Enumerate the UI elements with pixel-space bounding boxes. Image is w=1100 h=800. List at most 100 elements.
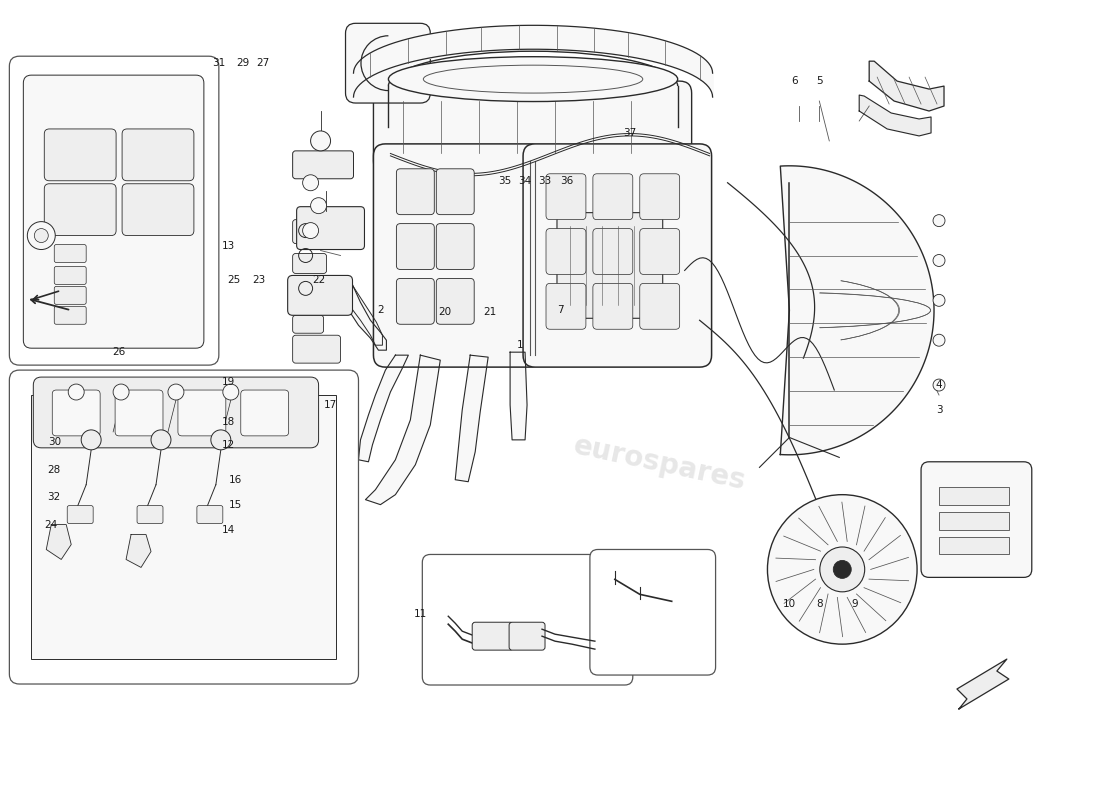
Text: 10: 10 (783, 599, 796, 610)
Polygon shape (957, 659, 1009, 709)
Text: 27: 27 (256, 58, 270, 68)
Circle shape (933, 214, 945, 226)
Text: 37: 37 (624, 128, 637, 138)
Polygon shape (510, 352, 527, 440)
Text: 11: 11 (414, 610, 427, 619)
Circle shape (168, 384, 184, 400)
Text: 30: 30 (47, 437, 60, 447)
Text: 8: 8 (816, 599, 823, 610)
Text: 5: 5 (816, 76, 823, 86)
FancyBboxPatch shape (437, 169, 474, 214)
Text: 20: 20 (439, 307, 452, 318)
Polygon shape (126, 534, 151, 567)
Circle shape (151, 430, 170, 450)
FancyBboxPatch shape (524, 144, 712, 367)
Text: 17: 17 (323, 400, 338, 410)
FancyBboxPatch shape (396, 169, 435, 214)
FancyBboxPatch shape (241, 390, 288, 436)
FancyBboxPatch shape (546, 283, 586, 330)
Circle shape (113, 384, 129, 400)
Circle shape (34, 229, 48, 242)
Text: 13: 13 (222, 241, 235, 250)
Bar (939, 537, 1009, 554)
Ellipse shape (388, 57, 678, 102)
Text: 1: 1 (517, 340, 524, 350)
Circle shape (302, 222, 319, 238)
Circle shape (834, 561, 851, 578)
Text: 4: 4 (936, 380, 943, 390)
FancyBboxPatch shape (10, 56, 219, 365)
Polygon shape (869, 61, 944, 111)
Text: 14: 14 (222, 525, 235, 534)
Text: 22: 22 (312, 275, 326, 286)
Polygon shape (345, 281, 383, 345)
FancyBboxPatch shape (557, 213, 662, 318)
Text: 7: 7 (557, 306, 563, 315)
Circle shape (68, 384, 85, 400)
FancyBboxPatch shape (23, 75, 204, 348)
Text: 31: 31 (212, 58, 226, 68)
FancyBboxPatch shape (509, 622, 544, 650)
FancyBboxPatch shape (44, 184, 117, 235)
Text: 36: 36 (560, 176, 573, 186)
Text: 35: 35 (498, 176, 512, 186)
Text: 23: 23 (252, 275, 265, 286)
FancyBboxPatch shape (373, 81, 692, 173)
FancyBboxPatch shape (122, 129, 194, 181)
Bar (31, 395, 336, 659)
Circle shape (933, 294, 945, 306)
Text: 25: 25 (228, 275, 241, 286)
FancyBboxPatch shape (54, 306, 86, 324)
FancyBboxPatch shape (640, 229, 680, 274)
FancyBboxPatch shape (921, 462, 1032, 578)
Text: 12: 12 (222, 440, 235, 450)
Circle shape (81, 430, 101, 450)
Circle shape (310, 198, 327, 214)
Polygon shape (359, 355, 408, 462)
FancyBboxPatch shape (293, 335, 341, 363)
Circle shape (768, 494, 917, 644)
FancyBboxPatch shape (472, 622, 513, 650)
FancyBboxPatch shape (593, 174, 632, 220)
Circle shape (933, 334, 945, 346)
Text: 16: 16 (229, 474, 242, 485)
Polygon shape (341, 281, 386, 350)
Ellipse shape (424, 65, 642, 93)
Text: 15: 15 (229, 500, 242, 510)
Text: 26: 26 (112, 347, 125, 357)
Text: 3: 3 (936, 405, 943, 415)
Circle shape (933, 379, 945, 391)
FancyBboxPatch shape (396, 278, 435, 324)
Polygon shape (780, 166, 934, 455)
FancyBboxPatch shape (293, 315, 323, 334)
Circle shape (302, 174, 319, 190)
FancyBboxPatch shape (437, 224, 474, 270)
Bar (939, 486, 1009, 505)
FancyBboxPatch shape (10, 370, 359, 684)
FancyBboxPatch shape (373, 144, 542, 367)
FancyBboxPatch shape (293, 254, 327, 274)
FancyBboxPatch shape (293, 220, 337, 243)
Text: 2: 2 (377, 306, 384, 315)
FancyBboxPatch shape (44, 129, 117, 181)
FancyBboxPatch shape (54, 245, 86, 262)
FancyBboxPatch shape (593, 229, 632, 274)
FancyBboxPatch shape (53, 390, 100, 436)
FancyBboxPatch shape (122, 184, 194, 235)
FancyBboxPatch shape (54, 286, 86, 304)
FancyBboxPatch shape (422, 554, 632, 685)
Polygon shape (859, 95, 931, 136)
Text: 18: 18 (222, 417, 235, 427)
FancyBboxPatch shape (293, 279, 337, 303)
FancyBboxPatch shape (178, 390, 226, 436)
Text: 34: 34 (518, 176, 531, 186)
FancyBboxPatch shape (640, 283, 680, 330)
FancyBboxPatch shape (197, 506, 223, 523)
Circle shape (223, 384, 239, 400)
Text: 33: 33 (538, 176, 551, 186)
FancyBboxPatch shape (345, 23, 430, 103)
FancyBboxPatch shape (116, 390, 163, 436)
FancyBboxPatch shape (33, 377, 319, 448)
Text: 32: 32 (47, 492, 60, 502)
Circle shape (211, 430, 231, 450)
